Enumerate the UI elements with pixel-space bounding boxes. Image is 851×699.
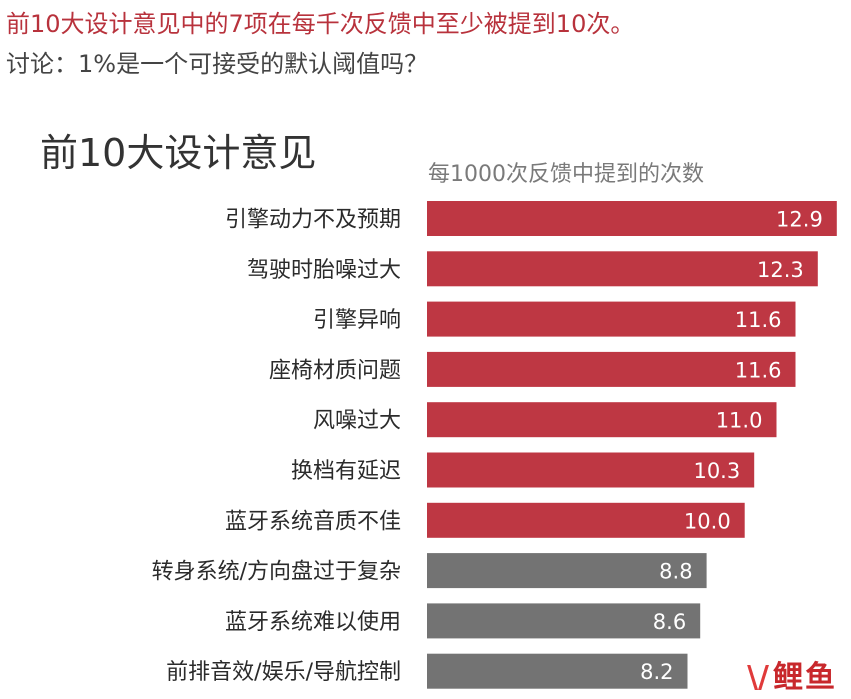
- value-label: 11.0: [716, 409, 763, 433]
- category-label: 前排音效/娱乐/导航控制: [166, 660, 401, 685]
- value-label: 8.8: [659, 560, 692, 584]
- axis-caption: 每1000次反馈中提到的次数: [428, 162, 704, 187]
- value-label: 10.3: [693, 459, 740, 483]
- category-label: 座椅材质问题: [269, 358, 401, 383]
- watermark-mark-icon: \/: [747, 660, 769, 695]
- discussion-question: 讨论：1%是一个可接受的默认阈值吗？: [6, 50, 429, 78]
- bar: [427, 452, 755, 488]
- bar: [427, 251, 818, 287]
- bar: [427, 553, 707, 589]
- value-label: 11.6: [735, 358, 782, 382]
- value-label: 12.3: [757, 258, 804, 282]
- value-label: 8.2: [640, 660, 673, 684]
- bar: [427, 351, 796, 387]
- category-label: 蓝牙系统音质不佳: [225, 509, 401, 534]
- chart-title: 前10大设计意见: [40, 131, 317, 175]
- value-label: 11.6: [735, 308, 782, 332]
- bar: [427, 653, 688, 689]
- category-label: 蓝牙系统难以使用: [225, 610, 401, 635]
- bar: [427, 603, 701, 639]
- bar: [427, 402, 777, 438]
- watermark-logo: \/ 鲤鱼: [747, 663, 837, 693]
- category-label: 引擎动力不及预期: [225, 208, 401, 233]
- bar: [427, 301, 796, 337]
- value-label: 12.9: [776, 208, 823, 232]
- bar: [427, 201, 837, 236]
- value-label: 10.0: [684, 509, 731, 533]
- watermark-text: 鲤鱼: [773, 660, 837, 695]
- category-label: 风噪过大: [313, 409, 401, 434]
- bar: [427, 502, 745, 538]
- headline: 前10大设计意见中的7项在每千次反馈中至少被提到10次。: [6, 10, 635, 38]
- category-label: 驾驶时胎噪过大: [247, 258, 401, 283]
- category-label: 转身系统/方向盘过于复杂: [152, 560, 401, 585]
- value-label: 8.6: [653, 610, 686, 634]
- category-label: 引擎异响: [313, 308, 401, 333]
- category-label: 换档有延迟: [291, 459, 401, 484]
